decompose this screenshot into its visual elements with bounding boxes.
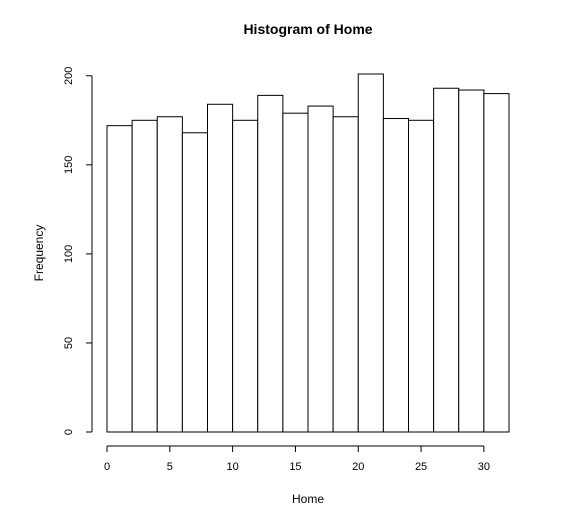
y-tick-label: 50 xyxy=(63,337,75,349)
histogram-bar xyxy=(357,73,384,433)
x-tick-label: 0 xyxy=(104,461,110,473)
x-tick-label: 15 xyxy=(289,461,301,473)
x-axis: 0 5 10 15 20 25 30 xyxy=(104,445,490,473)
histogram-bar xyxy=(131,119,158,433)
histogram-bar xyxy=(408,119,435,433)
chart-title: Histogram of Home xyxy=(243,21,372,37)
y-tick-label: 0 xyxy=(63,429,75,435)
x-tick-label: 30 xyxy=(478,461,490,473)
histogram-bar xyxy=(483,93,510,433)
x-tick-label: 20 xyxy=(352,461,364,473)
histogram-bar xyxy=(156,116,183,433)
histogram-bar xyxy=(181,132,208,433)
histogram-bar xyxy=(458,89,485,433)
y-tick-label: 200 xyxy=(63,67,75,85)
x-tick-label: 25 xyxy=(415,461,427,473)
histogram-bar xyxy=(207,103,234,433)
histogram-bar xyxy=(106,125,133,433)
x-tick-label: 10 xyxy=(227,461,239,473)
histogram-bar xyxy=(307,105,334,433)
y-axis: 0 50 100 150 200 xyxy=(63,67,93,435)
y-tick-label: 150 xyxy=(63,156,75,174)
histogram-bar xyxy=(232,119,259,433)
histogram-bar xyxy=(282,112,309,433)
histogram-bar xyxy=(332,116,359,433)
x-axis-label: Home xyxy=(292,492,324,506)
y-tick-label: 100 xyxy=(63,245,75,263)
histogram-bar xyxy=(433,87,460,433)
histogram-bar xyxy=(257,94,284,433)
x-tick-label: 5 xyxy=(167,461,173,473)
bars-group xyxy=(106,73,510,433)
y-axis-label: Frequency xyxy=(32,225,46,282)
histogram-bar xyxy=(382,118,409,433)
